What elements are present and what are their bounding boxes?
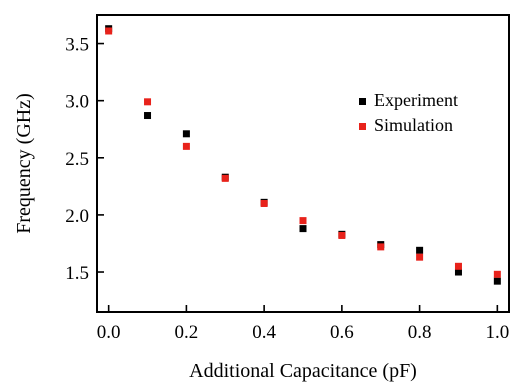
- y-tick-label: 3.5: [65, 35, 89, 56]
- experiment-point: [454, 268, 462, 276]
- simulation-point: [416, 253, 424, 261]
- data-points: [105, 25, 501, 285]
- plot-frame: [96, 14, 510, 313]
- x-tick-label: 0.8: [408, 322, 432, 343]
- simulation-point: [182, 142, 190, 150]
- series-experiment: [105, 25, 501, 285]
- y-tick-label: 2.5: [65, 149, 89, 170]
- simulation-point: [493, 270, 501, 278]
- experiment-point: [299, 225, 307, 233]
- y-tick-label: 1.5: [65, 263, 89, 284]
- x-tick-label: 1.0: [485, 322, 509, 343]
- experiment-point: [144, 112, 152, 120]
- simulation-point: [377, 243, 385, 251]
- experiment-point: [416, 246, 424, 254]
- y-tick-label: 3.0: [65, 92, 89, 113]
- simulation-point: [260, 199, 268, 207]
- simulation-point: [338, 231, 346, 239]
- x-tick-label: 0.6: [330, 322, 354, 343]
- legend: Experiment Simulation: [359, 90, 458, 135]
- legend-marker-experiment: [359, 98, 366, 105]
- ticks: 0.0 0.2 0.4 0.6 0.8 1.0 1.5 2.0 2.5 3.0 3.5: [65, 35, 509, 343]
- x-tick-label: 0.4: [252, 322, 276, 343]
- x-axis-title: Additional Capacitance (pF): [189, 360, 417, 382]
- experiment-point: [493, 277, 501, 285]
- x-tick-label: 0.0: [97, 322, 121, 343]
- simulation-point: [105, 27, 113, 35]
- experiment-point: [182, 130, 190, 138]
- x-tick-label: 0.2: [175, 322, 199, 343]
- legend-marker-simulation: [359, 123, 366, 130]
- simulation-point: [221, 174, 229, 182]
- simulation-point: [144, 98, 152, 106]
- simulation-point: [299, 217, 307, 225]
- series-simulation: [105, 27, 501, 278]
- simulation-point: [454, 262, 462, 270]
- y-tick-label: 2.0: [65, 206, 89, 227]
- y-axis-title: Frequency (GHz): [13, 93, 35, 234]
- axes: [96, 14, 510, 313]
- legend-label-simulation: Simulation: [374, 115, 453, 135]
- legend-label-experiment: Experiment: [374, 90, 458, 110]
